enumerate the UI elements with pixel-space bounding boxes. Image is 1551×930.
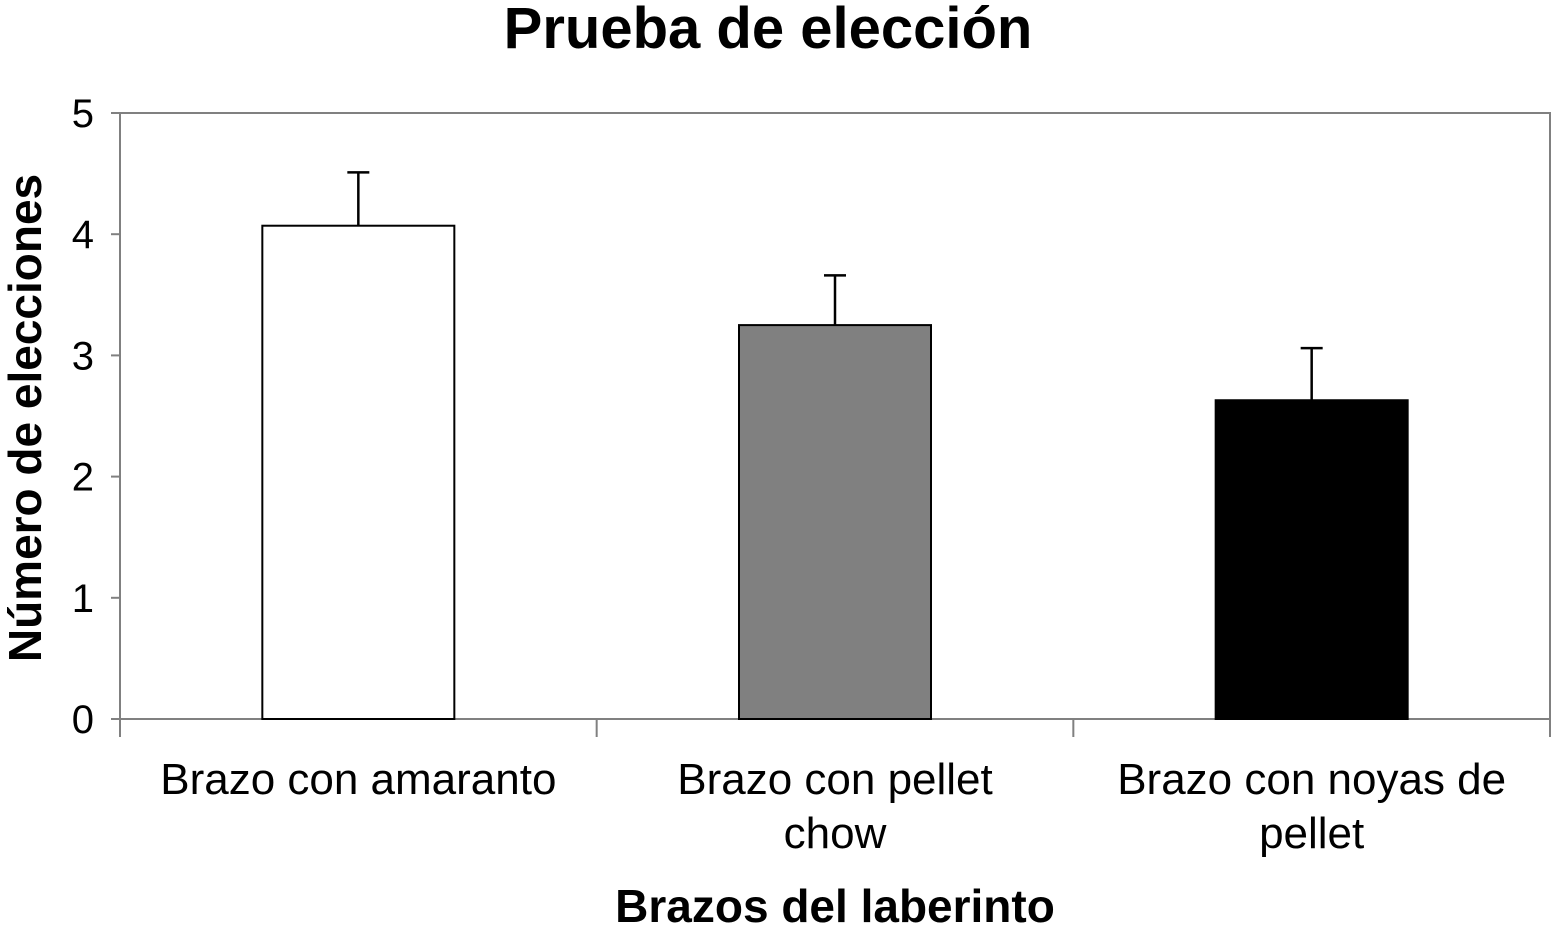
category-label-line: Brazo con noyas de	[1117, 755, 1506, 804]
y-tick-label: 1	[72, 577, 94, 621]
category-label-line: pellet	[1259, 809, 1364, 858]
y-axis: 0 1 2 3 4 5	[72, 92, 121, 742]
y-tick-label: 0	[72, 698, 94, 742]
category-labels: Brazo con amaranto Brazo con pellet chowBr…	[160, 755, 1506, 858]
bar	[1214, 399, 1409, 720]
category-label-line: Brazo con pellet	[677, 755, 993, 804]
error-bars	[347, 171, 1323, 401]
y-tick-label: 2	[72, 456, 94, 500]
category-label: Brazo con noyas de pellet	[1117, 755, 1506, 858]
bar	[738, 324, 932, 720]
bars	[261, 224, 1409, 720]
y-tick-label: 4	[72, 213, 94, 257]
category-label: Brazo con pellet chow	[677, 755, 993, 858]
category-label: Brazo con amaranto	[160, 755, 556, 804]
y-tick-label: 5	[72, 92, 94, 136]
x-axis-title: Brazos del laberinto	[615, 880, 1055, 925]
category-label-line: Brazo con amaranto	[160, 755, 556, 804]
x-axis	[119, 719, 1551, 737]
chart-title: Prueba de elección	[504, 0, 1033, 61]
y-axis-title: Número de elecciones	[0, 174, 51, 662]
y-tick-label: 3	[72, 334, 94, 378]
bar	[261, 224, 456, 720]
category-label-line: chow	[784, 809, 887, 858]
